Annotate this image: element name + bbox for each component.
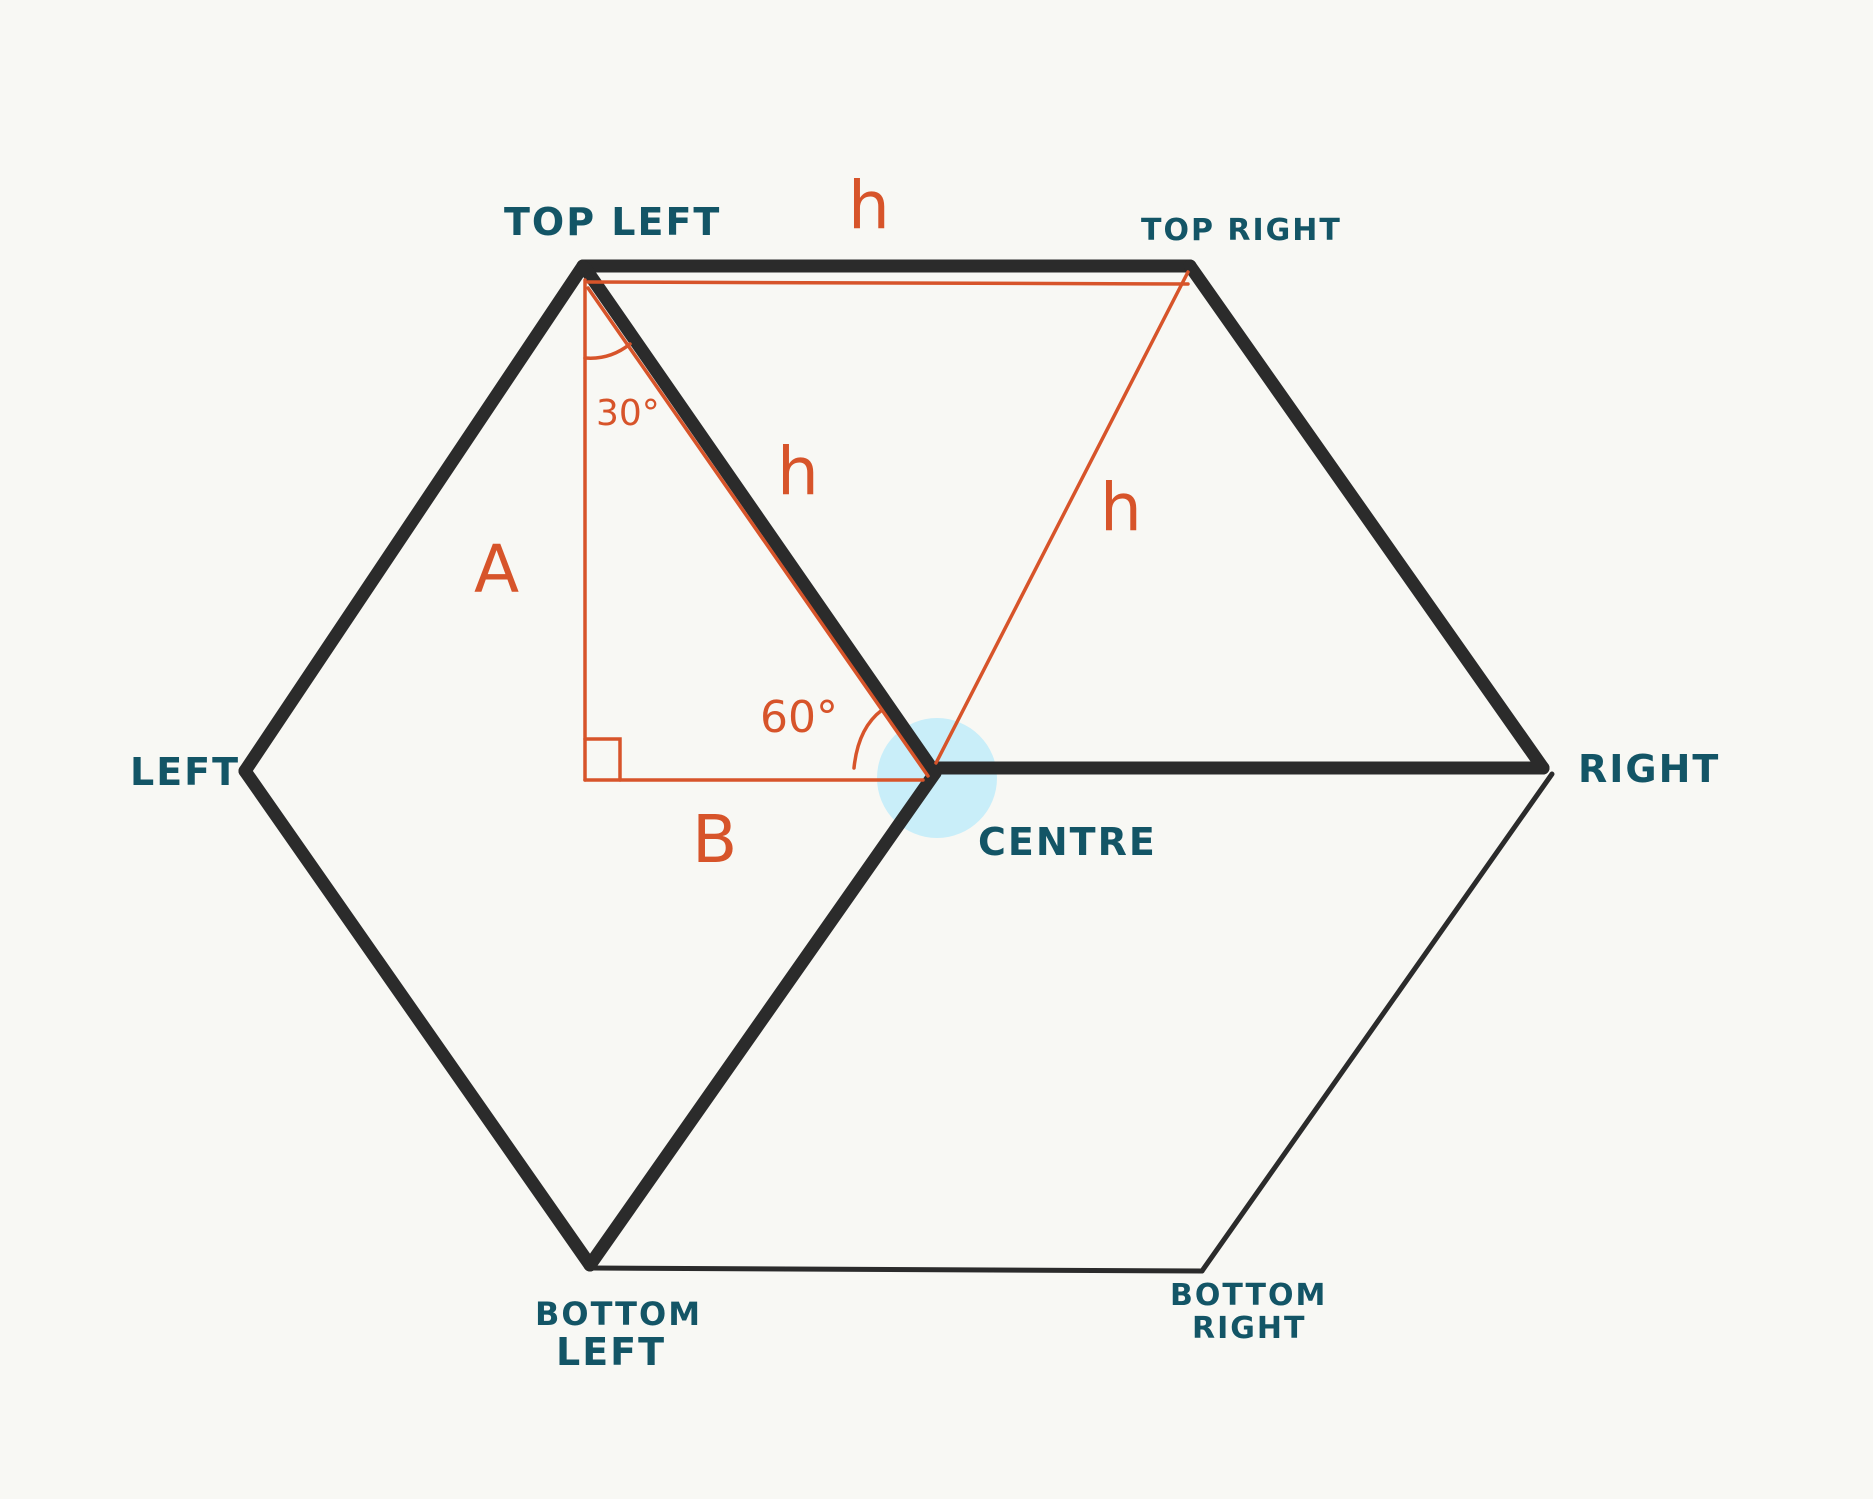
edge-bottom-left: [238, 764, 597, 1272]
label-bottom-left-line1: BOTTOM: [535, 1295, 702, 1333]
label-angle-30: 30°: [596, 393, 660, 434]
label-left: LEFT: [130, 750, 240, 794]
label-top-left: TOP LEFT: [504, 200, 721, 244]
edge-top-left: [238, 259, 590, 778]
label-h-diagonal: h: [777, 433, 819, 510]
label-bottom-left-line2: LEFT: [556, 1330, 666, 1374]
edge-centre-to-bottomleft: [583, 766, 942, 1272]
label-h-right: h: [1100, 469, 1142, 546]
construction-triangle-hypotenuse: [586, 286, 930, 778]
label-side-a: A: [474, 531, 519, 608]
edge-topleft-to-centre: [578, 261, 942, 780]
label-h-top: h: [848, 167, 890, 244]
label-centre: CENTRE: [978, 820, 1157, 864]
edge-top-right: [1183, 259, 1550, 775]
angle-30-arc: [583, 342, 632, 360]
right-angle-marker: [583, 737, 622, 782]
label-angle-60: 60°: [760, 692, 838, 743]
construction-top-right-to-centre: [934, 270, 1190, 765]
label-bottom-right-line2: RIGHT: [1192, 1311, 1306, 1346]
construction-top-parallel: [586, 280, 1190, 286]
edge-bottom-right: [1199, 771, 1555, 1274]
angle-60-arc: [852, 708, 884, 770]
edge-bottom: [589, 1265, 1205, 1274]
label-side-b: B: [692, 801, 737, 878]
label-bottom-right-line1: BOTTOM: [1170, 1278, 1327, 1313]
label-right: RIGHT: [1578, 747, 1720, 791]
label-top-right: TOP RIGHT: [1141, 213, 1342, 248]
